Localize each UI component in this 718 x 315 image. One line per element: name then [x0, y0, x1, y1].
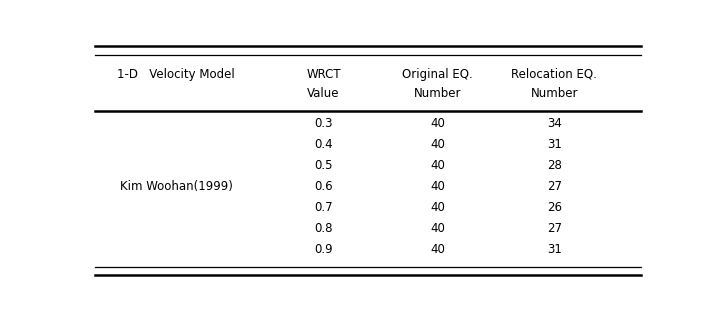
Text: 40: 40 [430, 138, 445, 151]
Text: 1-D   Velocity Model: 1-D Velocity Model [117, 68, 235, 81]
Text: 0.4: 0.4 [314, 138, 332, 151]
Text: 0.8: 0.8 [314, 222, 332, 235]
Text: 0.7: 0.7 [314, 201, 332, 214]
Text: 40: 40 [430, 243, 445, 255]
Text: 40: 40 [430, 222, 445, 235]
Text: 0.5: 0.5 [314, 159, 332, 172]
Text: Value: Value [307, 87, 340, 100]
Text: 40: 40 [430, 117, 445, 130]
Text: 40: 40 [430, 180, 445, 193]
Text: 40: 40 [430, 159, 445, 172]
Text: 27: 27 [547, 222, 562, 235]
Text: Kim Woohan(1999): Kim Woohan(1999) [120, 180, 233, 193]
Text: 26: 26 [547, 201, 562, 214]
Text: Number: Number [531, 87, 578, 100]
Text: Number: Number [414, 87, 461, 100]
Text: 28: 28 [547, 159, 561, 172]
Text: 0.9: 0.9 [314, 243, 332, 255]
Text: 31: 31 [547, 138, 561, 151]
Text: 40: 40 [430, 201, 445, 214]
Text: 31: 31 [547, 243, 561, 255]
Text: 34: 34 [547, 117, 561, 130]
Text: Relocation EQ.: Relocation EQ. [511, 68, 597, 81]
Text: 0.6: 0.6 [314, 180, 332, 193]
Text: 0.3: 0.3 [314, 117, 332, 130]
Text: WRCT: WRCT [306, 68, 341, 81]
Text: 27: 27 [547, 180, 562, 193]
Text: Original EQ.: Original EQ. [402, 68, 473, 81]
